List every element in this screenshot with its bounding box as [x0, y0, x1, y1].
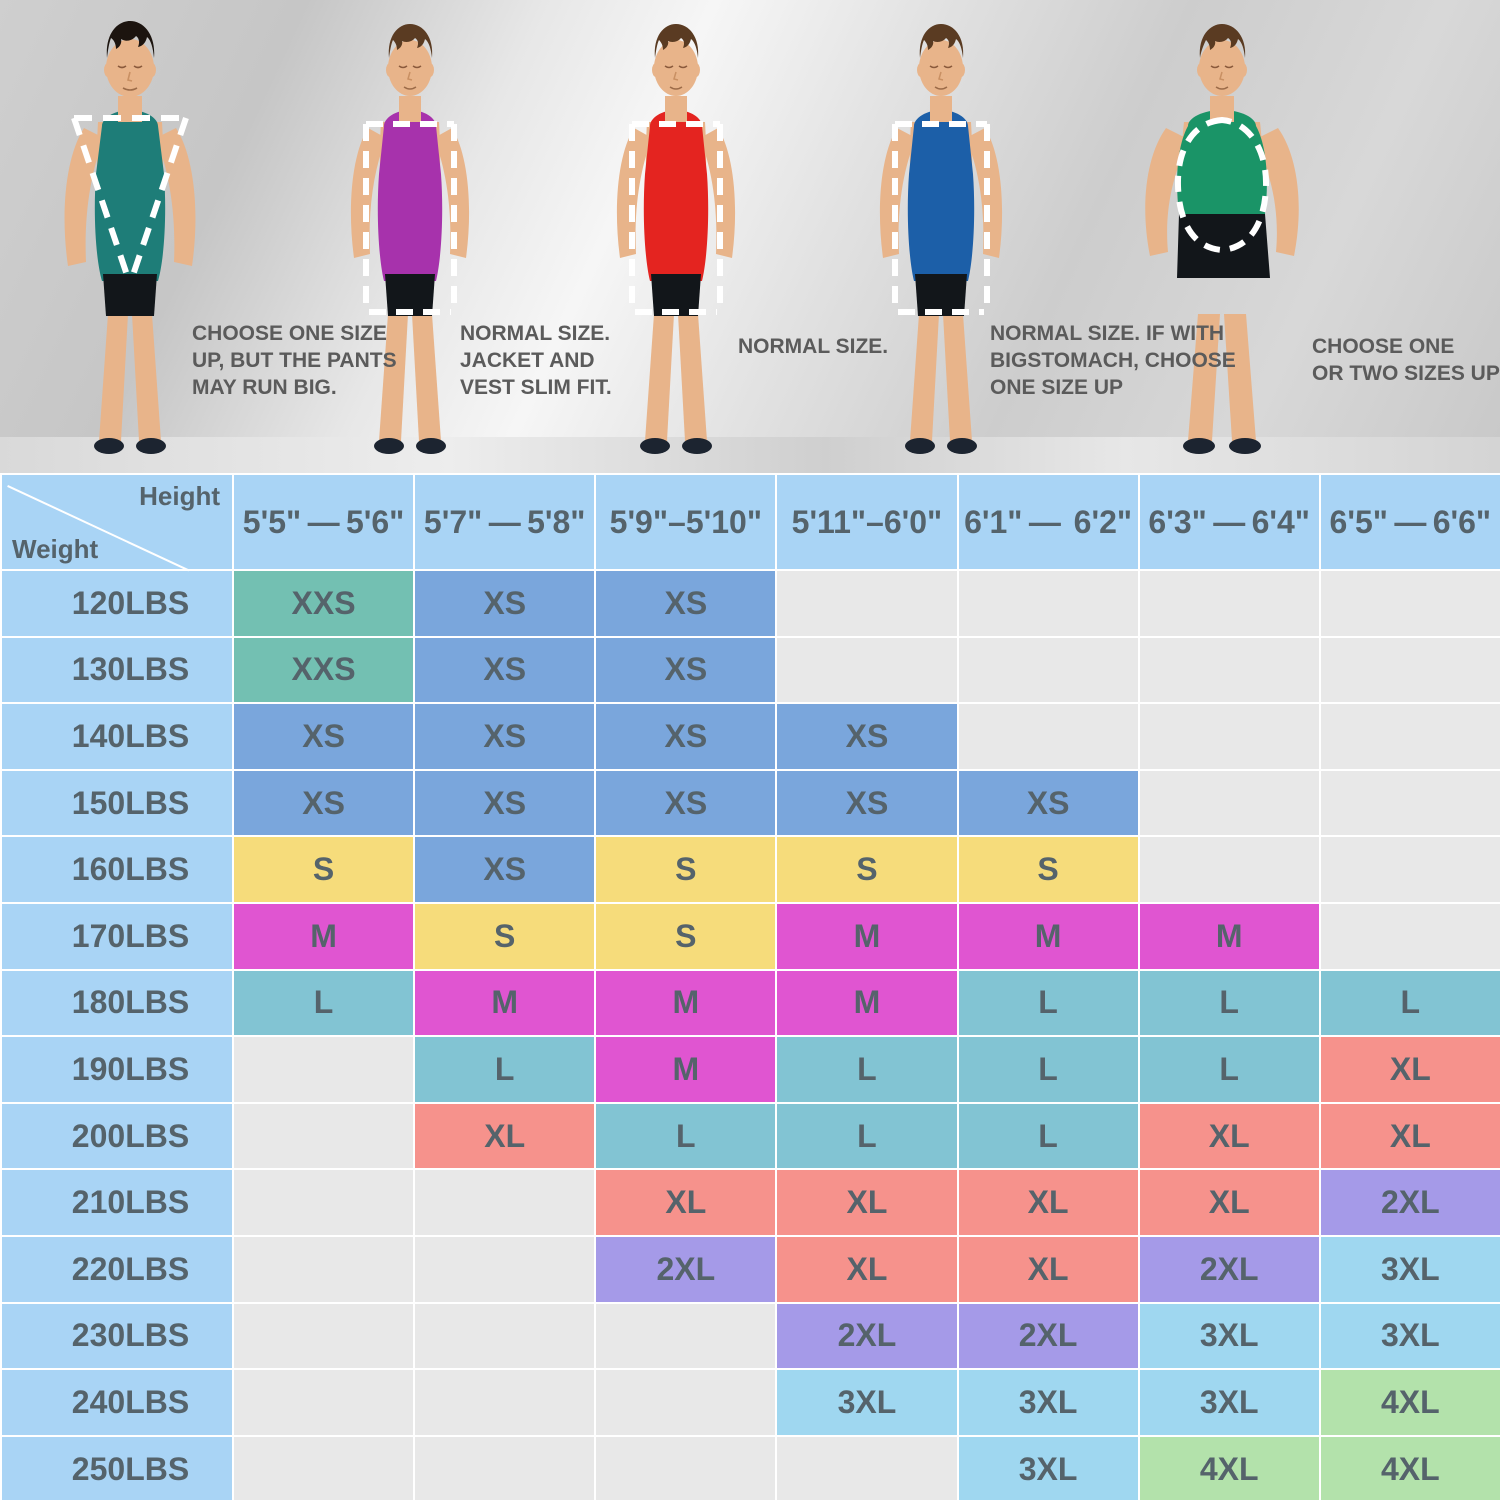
svg-text:NORMAL SIZE. JACKET AN: NORMAL SIZE. JACKET AND VEST SLIM FIT.	[460, 322, 616, 399]
svg-text:NORMAL SIZE.: NORMAL SIZE.	[738, 335, 888, 358]
svg-text:CHOOSE ONE OR TWO SIZE: CHOOSE ONE OR TWO SIZES UP	[1312, 335, 1500, 385]
svg-text:CHOOSE ONE SIZE UP, BU: CHOOSE ONE SIZE UP, BUT THE PANTS MAY RU…	[192, 322, 402, 399]
